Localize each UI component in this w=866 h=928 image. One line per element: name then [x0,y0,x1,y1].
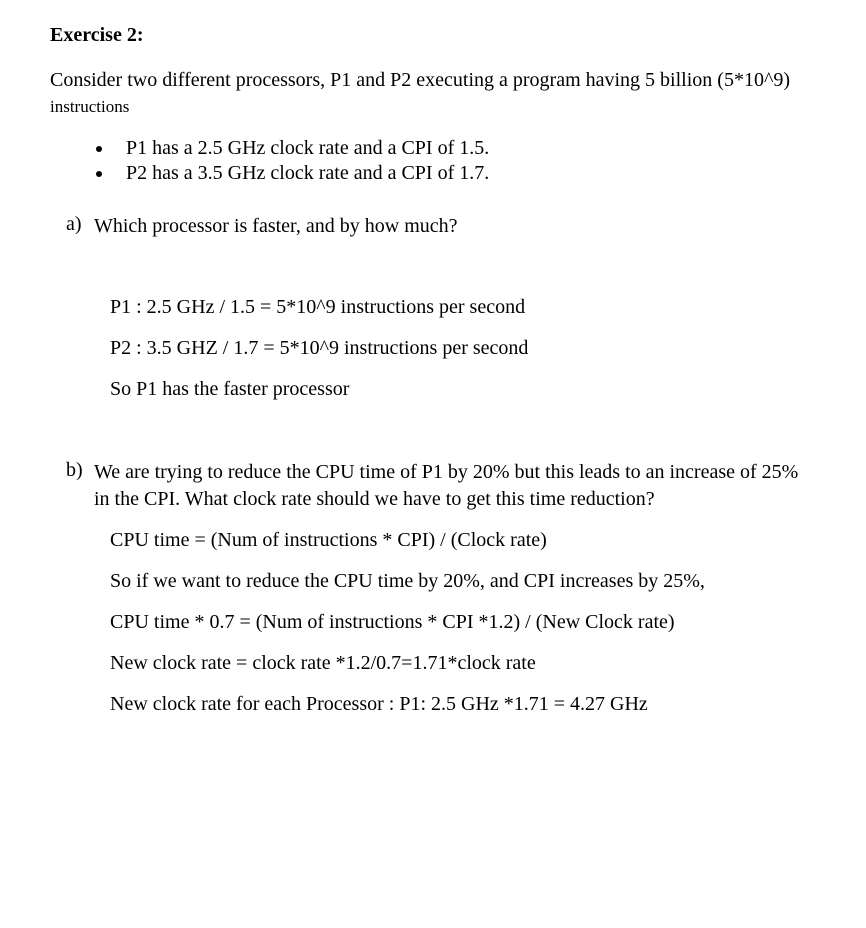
exercise-title: Exercise 2: [50,24,816,47]
intro-line-1: Consider two different processors, P1 an… [50,67,816,94]
bullet-p1: P1 has a 2.5 GHz clock rate and a CPI of… [114,137,816,160]
part-b-l5: New clock rate for each Processor : P1: … [110,693,816,716]
part-b-label: b) [66,459,94,482]
part-a: a) Which processor is faster, and by how… [50,213,816,240]
part-b-l2: So if we want to reduce the CPU time by … [110,570,816,593]
intro-line-2: instructions [50,96,816,119]
part-b-answers: CPU time = (Num of instructions * CPI) /… [110,529,816,716]
processor-bullets: P1 has a 2.5 GHz clock rate and a CPI of… [50,137,816,185]
bullet-p2: P2 has a 3.5 GHz clock rate and a CPI of… [114,162,816,185]
part-a-question: Which processor is faster, and by how mu… [94,213,816,240]
part-b-q-line2: in the CPI. What clock rate should we ha… [94,486,816,513]
part-a-answers: P1 : 2.5 GHz / 1.5 = 5*10^9 instructions… [110,296,816,401]
part-a-ans2: P2 : 3.5 GHZ / 1.7 = 5*10^9 instructions… [110,337,816,360]
part-b-q-line1: We are trying to reduce the CPU time of … [94,459,816,486]
part-b-l3: CPU time * 0.7 = (Num of instructions * … [110,611,816,634]
exercise-page: Exercise 2: Consider two different proce… [0,0,866,928]
part-a-ans3: So P1 has the faster processor [110,378,816,401]
part-b-l1: CPU time = (Num of instructions * CPI) /… [110,529,816,552]
part-a-ans1: P1 : 2.5 GHz / 1.5 = 5*10^9 instructions… [110,296,816,319]
part-b-l4: New clock rate = clock rate *1.2/0.7=1.7… [110,652,816,675]
part-a-label: a) [66,213,94,236]
part-b: b) We are trying to reduce the CPU time … [50,459,816,513]
part-b-question: We are trying to reduce the CPU time of … [94,459,816,513]
